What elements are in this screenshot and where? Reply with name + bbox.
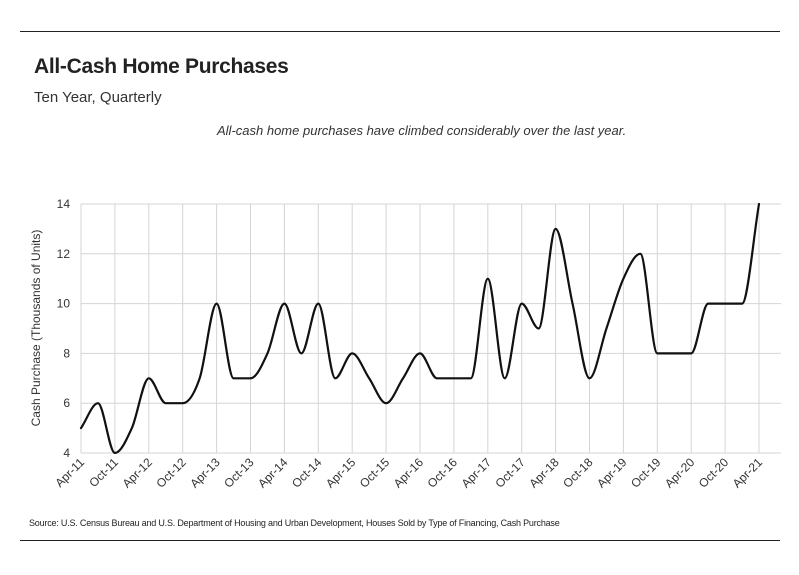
y-tick-label: 12 [57, 247, 71, 261]
x-tick-label: Oct-13 [221, 455, 257, 491]
y-tick-label: 14 [57, 197, 71, 211]
x-tick-label: Apr-18 [526, 455, 562, 491]
x-tick-label: Apr-13 [187, 455, 223, 491]
x-tick-label: Apr-16 [391, 455, 427, 491]
line-chart: 4 6 8 10 12 14 Apr-11 Oct-11Apr-12Oct-12Apr-13… [29, 197, 781, 491]
x-tick-label: Apr-19 [594, 455, 630, 491]
x-tick-label: Oct-12 [153, 455, 189, 491]
x-tick-label: Apr-20 [662, 455, 698, 491]
y-tick-label: 8 [63, 346, 70, 360]
x-tick-label: Oct-17 [492, 455, 528, 491]
x-tick-label: Apr-15 [323, 455, 359, 491]
x-tick-label: Oct-14 [289, 455, 325, 491]
x-tick-label: Apr-17 [459, 455, 495, 491]
x-tick-label: Oct-18 [560, 455, 596, 491]
top-rule [20, 31, 780, 32]
x-tick-label: Oct-19 [628, 455, 664, 491]
series-line [79, 202, 761, 455]
x-tick-label: Oct-15 [357, 455, 393, 491]
x-tick-label: Apr-14 [255, 455, 291, 491]
x-tick-label: Oct-11 [86, 455, 121, 490]
y-axis-title: Cash Purchase (Thousands of Units) [29, 230, 43, 427]
source-note: Source: U.S. Census Bureau and U.S. Depa… [29, 518, 560, 528]
x-tick-label: Oct-16 [425, 455, 461, 491]
x-tick-label: Apr-11 [52, 455, 87, 490]
y-tick-label: 6 [63, 396, 70, 410]
x-tick-label: Apr-12 [120, 455, 156, 491]
chart-subtitle: Ten Year, Quarterly [34, 89, 162, 106]
horizontal-gridlines [81, 203, 781, 454]
chart-title: All-Cash Home Purchases [34, 55, 289, 78]
y-tick-label: 4 [63, 446, 70, 460]
x-tick-label: Oct-20 [696, 455, 732, 491]
x-axis-tick-labels: Apr-11 Oct-11Apr-12Oct-12Apr-13Oct-13Apr-… [52, 455, 765, 491]
vertical-gridlines [80, 204, 760, 453]
y-tick-label: 10 [57, 297, 71, 311]
bottom-rule [20, 540, 780, 541]
x-tick-label: Apr-21 [730, 455, 766, 491]
chart-annotation: All-cash home purchases have climbed con… [217, 123, 627, 138]
y-axis-tick-labels: 4 6 8 10 12 14 [57, 197, 71, 460]
